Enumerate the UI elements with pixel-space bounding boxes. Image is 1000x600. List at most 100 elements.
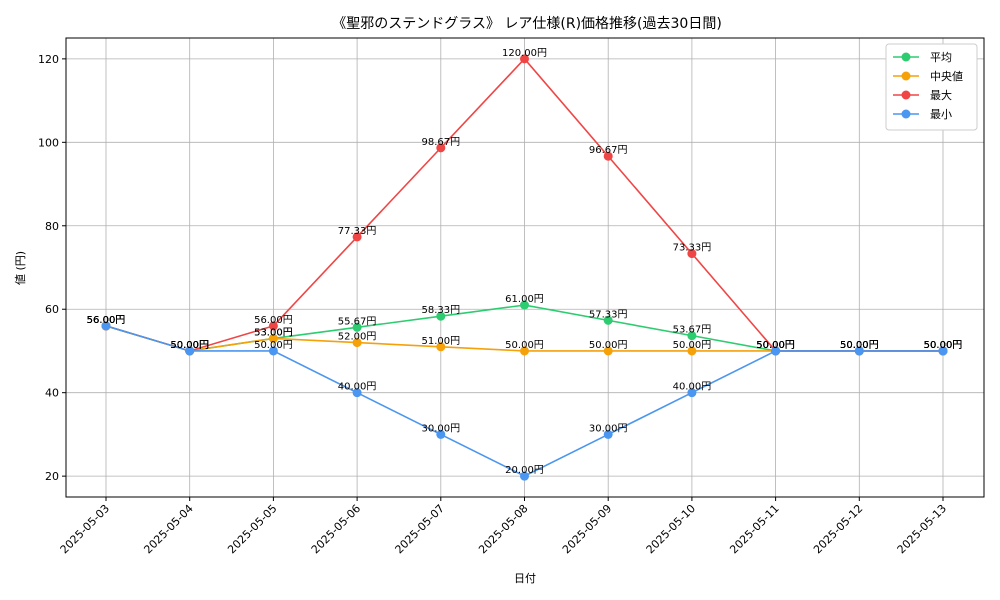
- data-label: 50.00円: [170, 340, 209, 351]
- data-label: 61.00円: [505, 294, 544, 305]
- y-tick-label: 80: [45, 220, 59, 233]
- data-point: [771, 346, 781, 356]
- y-tick-label: 120: [38, 53, 59, 66]
- y-axis-ticks: 20 40 60 80 100 120: [38, 53, 66, 483]
- data-label: 50.00円: [756, 340, 795, 351]
- legend-label: 最小: [930, 108, 952, 121]
- x-axis-ticks: 2025-05-03 2025-05-04 2025-05-05 2025-05-06…: [58, 497, 949, 556]
- data-label: 73.33円: [673, 243, 712, 254]
- data-label: 50.00円: [924, 340, 963, 351]
- y-axis-label: 値 (円): [14, 251, 27, 285]
- x-tick-label: 2025-05-11: [727, 502, 781, 556]
- data-point: [268, 346, 278, 356]
- data-label: 56.00円: [87, 315, 126, 326]
- data-label: 20.00円: [505, 465, 544, 476]
- plot-frame: [65, 37, 985, 498]
- legend-marker: [901, 109, 911, 119]
- data-label: 50.00円: [924, 340, 963, 351]
- data-label: 56.00円: [254, 315, 293, 326]
- series-layer: [101, 54, 948, 481]
- data-label: 77.33円: [338, 226, 377, 237]
- data-label: 50.00円: [170, 340, 209, 351]
- data-label: 52.00円: [338, 332, 377, 343]
- x-tick-label: 2025-05-09: [560, 502, 614, 556]
- data-point: [854, 346, 864, 356]
- y-tick-label: 20: [45, 470, 59, 483]
- data-point: [687, 331, 697, 341]
- data-point: [352, 338, 362, 348]
- data-point: [352, 322, 362, 332]
- chart-title: 《聖邪のステンドグラス》 レア仕様(R)価格推移(過去30日間): [332, 16, 722, 32]
- data-point: [520, 54, 529, 64]
- data-point: [436, 311, 446, 321]
- grid-lines: [66, 38, 984, 497]
- data-label: 50.00円: [840, 340, 879, 351]
- data-label: 50.00円: [840, 340, 879, 351]
- data-label: 50.00円: [756, 340, 795, 351]
- data-label: 53.67円: [673, 325, 712, 336]
- data-point: [352, 232, 362, 242]
- legend-box: [885, 43, 978, 131]
- data-point: [268, 321, 278, 331]
- data-point: [603, 346, 613, 356]
- data-label: 50.00円: [254, 340, 293, 351]
- data-point: [520, 471, 529, 481]
- x-tick-label: 2025-05-08: [476, 502, 530, 556]
- data-label: 50.00円: [170, 340, 209, 351]
- data-point: [268, 333, 278, 343]
- data-label: 50.00円: [756, 340, 795, 351]
- data-point: [938, 346, 948, 356]
- data-label: 56.00円: [87, 315, 126, 326]
- legend-marker: [901, 52, 911, 62]
- data-point: [185, 346, 195, 356]
- data-label: 50.00円: [840, 340, 879, 351]
- data-label: 50.00円: [840, 340, 879, 351]
- data-label: 53.00円: [254, 327, 293, 338]
- data-label: 56.00円: [87, 315, 126, 326]
- data-point: [352, 388, 362, 398]
- legend-marker: [901, 90, 911, 100]
- data-point: [101, 321, 111, 331]
- legend-label: 中央値: [930, 70, 963, 83]
- data-label: 40.00円: [673, 382, 712, 393]
- data-label: 55.67円: [338, 316, 377, 327]
- data-label: 58.33円: [421, 305, 460, 316]
- x-tick-label: 2025-05-10: [644, 502, 698, 556]
- x-tick-label: 2025-05-12: [811, 502, 865, 556]
- data-label: 40.00円: [338, 382, 377, 393]
- data-label: 96.67円: [589, 145, 628, 156]
- data-point: [436, 342, 446, 352]
- data-label: 98.67円: [421, 137, 460, 148]
- data-label: 30.00円: [589, 423, 628, 434]
- x-tick-label: 2025-05-13: [895, 502, 949, 556]
- data-label: 50.00円: [924, 340, 963, 351]
- data-label: 50.00円: [924, 340, 963, 351]
- x-tick-label: 2025-05-06: [309, 502, 363, 556]
- legend-label: 最大: [930, 88, 952, 102]
- x-axis-label: 日付: [514, 572, 536, 585]
- data-point: [603, 151, 613, 161]
- data-point: [520, 346, 529, 356]
- data-label: 50.00円: [505, 340, 544, 351]
- data-label: 51.00円: [421, 336, 460, 347]
- data-label: 57.33円: [589, 309, 628, 320]
- data-label: 120.00円: [502, 48, 547, 59]
- data-point: [603, 429, 613, 439]
- y-tick-label: 40: [45, 387, 59, 400]
- data-point: [436, 429, 446, 439]
- x-tick-label: 2025-05-03: [58, 502, 112, 556]
- data-label: 30.00円: [421, 423, 460, 434]
- data-point: [603, 315, 613, 325]
- x-tick-label: 2025-05-05: [225, 502, 279, 556]
- data-point: [687, 388, 697, 398]
- data-label: 50.00円: [170, 340, 209, 351]
- data-point: [436, 143, 446, 153]
- y-tick-label: 60: [45, 303, 59, 316]
- legend-label: 平均: [930, 51, 952, 64]
- legend-marker: [901, 71, 911, 81]
- x-tick-label: 2025-05-07: [393, 502, 447, 556]
- data-label: 56.00円: [87, 315, 126, 326]
- data-label: 50.00円: [673, 340, 712, 351]
- x-tick-label: 2025-05-04: [141, 502, 195, 556]
